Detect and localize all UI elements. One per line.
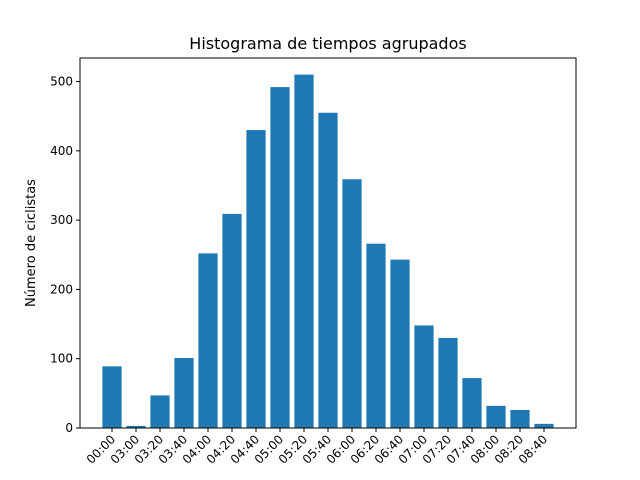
bars-group [102, 74, 554, 429]
y-tick-label: 0 [65, 421, 73, 435]
bar-0640 [390, 259, 410, 428]
x-axis-ticks: 00:0003:0003:2003:4004:0004:2004:4005:00… [84, 428, 550, 467]
bar-0440 [246, 130, 266, 428]
y-axis-ticks: 0 100 200 300 400 500 [50, 75, 80, 435]
y-tick-label: 500 [50, 75, 73, 89]
bar-0520 [294, 74, 314, 428]
bar-0320 [150, 395, 170, 428]
bar-0500 [270, 87, 290, 428]
y-tick-label: 200 [50, 282, 73, 296]
bar-0620 [366, 243, 386, 428]
bar-0000 [102, 366, 122, 428]
bar-0820 [510, 409, 530, 428]
bar-0720 [438, 337, 458, 428]
bar-0600 [342, 179, 362, 428]
bar-0420 [222, 213, 242, 428]
plot-frame [79, 57, 577, 429]
chart-title: Histograma de tiempos agrupados [189, 34, 466, 53]
bar-0300 [126, 425, 146, 428]
y-tick-label: 300 [50, 213, 73, 227]
bar-0800 [486, 405, 506, 428]
bar-0340 [174, 358, 194, 428]
bar-0400 [198, 253, 218, 428]
bar-0840 [534, 423, 554, 428]
bar-0740 [462, 378, 482, 428]
bar-0700 [414, 325, 434, 428]
y-axis-label: Número de ciclistas [24, 179, 39, 307]
bar-0540 [318, 112, 338, 429]
y-tick-label: 400 [50, 144, 73, 158]
y-tick-label: 100 [50, 352, 73, 366]
